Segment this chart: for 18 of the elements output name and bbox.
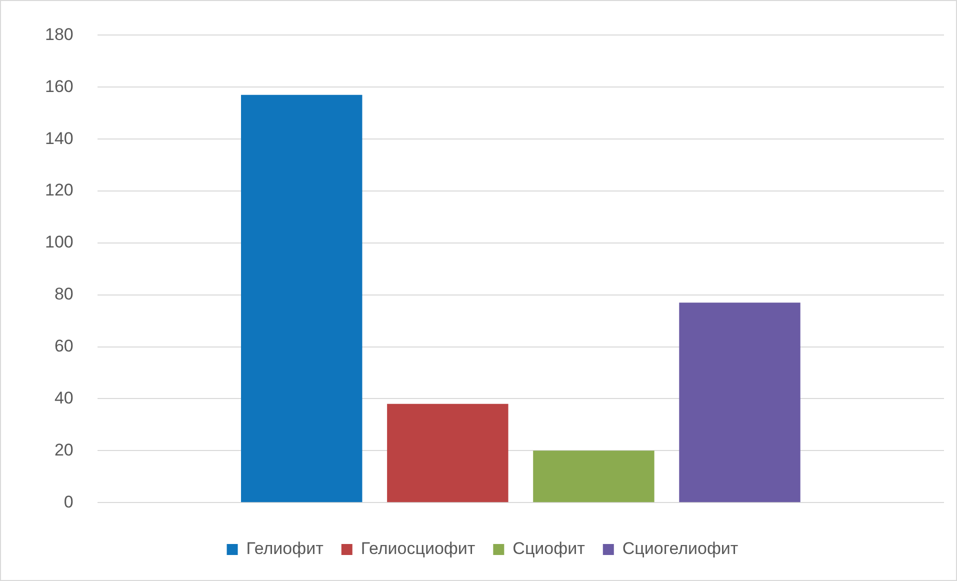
bar xyxy=(387,404,508,502)
bar xyxy=(679,302,800,502)
y-tick-label: 80 xyxy=(54,284,74,304)
bar xyxy=(533,450,654,502)
y-tick-label: 160 xyxy=(44,76,74,96)
y-tick-label: 60 xyxy=(54,336,74,356)
y-tick-label: 140 xyxy=(44,128,74,148)
bar xyxy=(241,94,362,502)
y-tick-label: 0 xyxy=(64,492,74,512)
y-tick-label: 100 xyxy=(44,232,74,252)
legend-label: Гелиофит xyxy=(246,539,324,558)
legend-label: Гелиосциофит xyxy=(360,539,476,558)
legend-label: Сциофит xyxy=(512,539,586,558)
y-tick-label: 180 xyxy=(44,24,74,44)
y-tick-label: 40 xyxy=(54,388,74,408)
y-tick-label: 120 xyxy=(44,180,74,200)
legend-label: Сциогелиофит xyxy=(622,539,738,558)
y-tick-label: 20 xyxy=(54,440,74,460)
